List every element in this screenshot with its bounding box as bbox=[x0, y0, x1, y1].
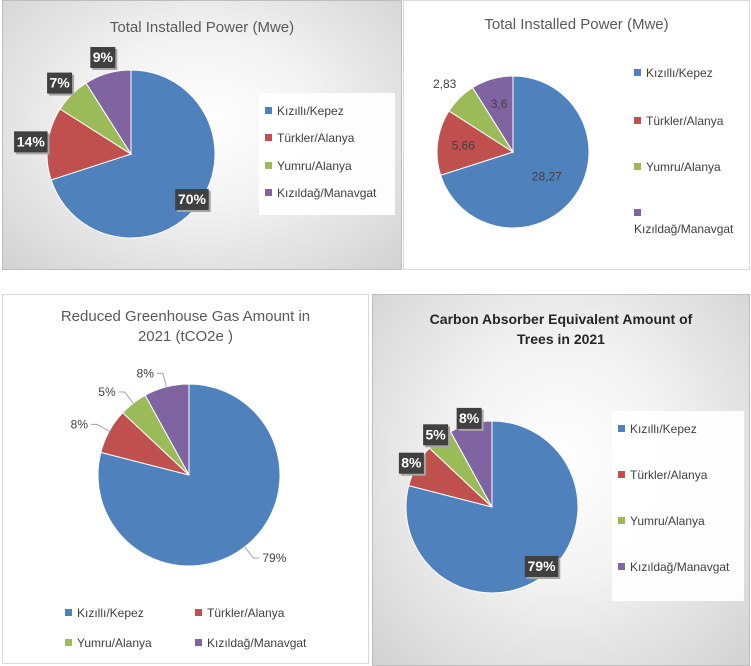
chart-legend: Kızıllı/Kepez Türkler/Alanya Yumru/Alany… bbox=[612, 411, 744, 601]
pie-slice-turkler-alanya bbox=[436, 110, 515, 176]
legend-swatch bbox=[634, 163, 641, 171]
data-label: 7% bbox=[47, 72, 75, 96]
legend-item-yumru-alanya: Yumru/Alanya bbox=[618, 513, 705, 529]
legend-item-kizildag-manavgat: Kızıldağ/Manavgat bbox=[634, 205, 742, 237]
legend-label: Kızıldağ/Manavgat bbox=[630, 560, 730, 574]
leader-line bbox=[118, 391, 134, 404]
data-label: 8% bbox=[456, 407, 484, 431]
leader-line bbox=[156, 372, 167, 387]
svg-text:79%: 79% bbox=[528, 558, 557, 574]
legend-label: Kızıllı/Kepez bbox=[277, 104, 344, 118]
legend-label: Türkler/Alanya bbox=[277, 131, 355, 145]
legend-item-kizildag-manavgat: Kızıldağ/Manavgat bbox=[265, 185, 376, 201]
legend-swatch bbox=[265, 162, 272, 170]
pie-slice-kizilli-kepez bbox=[440, 75, 590, 229]
leader-line bbox=[244, 546, 260, 559]
data-label: 9% bbox=[90, 47, 118, 71]
pie-chart: 79% 8% 5% 8% bbox=[71, 366, 287, 567]
legend-item-kizilli-kepez: Kızıllı/Kepez bbox=[265, 103, 344, 119]
legend-swatch bbox=[265, 107, 272, 115]
data-label: 14% bbox=[14, 131, 50, 155]
legend-label: Yumru/Alanya bbox=[646, 160, 721, 174]
legend-item-kizilli-kepez: Kızıllı/Kepez bbox=[618, 421, 697, 437]
legend-label: Kızıllı/Kepez bbox=[77, 606, 144, 620]
data-label: 79% bbox=[524, 555, 561, 579]
chart-title: Total Installed Power (Mwe) bbox=[484, 16, 669, 33]
pie-slice-kizildag-manavgat bbox=[471, 75, 514, 154]
legend-item-kizilli-kepez: Kızıllı/Kepez bbox=[634, 65, 713, 81]
data-label: 2,83 bbox=[433, 77, 457, 91]
legend-item-kizildag-manavgat: Kızıldağ/Manavgat bbox=[195, 635, 306, 651]
legend-label: Yumru/Alanya bbox=[277, 159, 352, 173]
data-label: 5% bbox=[423, 424, 451, 448]
chart-panel-reduced-ghg: Reduced Greenhouse Gas Amount in 2021 (t… bbox=[2, 294, 369, 664]
legend-swatch bbox=[634, 69, 641, 77]
data-label: 70% bbox=[175, 189, 211, 213]
svg-text:70%: 70% bbox=[178, 191, 207, 207]
legend-item-kizilli-kepez: Kızıllı/Kepez bbox=[65, 605, 144, 621]
legend-label: Kızıldağ/Manavgat bbox=[277, 186, 377, 200]
legend-label: Yumru/Alanya bbox=[77, 636, 152, 650]
legend-swatch bbox=[634, 117, 641, 125]
legend-label: Kızıllı/Kepez bbox=[646, 66, 713, 80]
chart-title: Carbon Absorber Equivalent Amount of Tre… bbox=[429, 311, 693, 347]
legend-swatch bbox=[65, 609, 72, 617]
svg-text:9%: 9% bbox=[93, 49, 114, 65]
legend-label: Türkler/Alanya bbox=[646, 114, 724, 128]
legend-label: Türkler/Alanya bbox=[207, 606, 285, 620]
legend-swatch bbox=[65, 639, 72, 647]
legend-item-turkler-alanya: Türkler/Alanya bbox=[634, 113, 723, 129]
legend-label: Kızıldağ/Manavgat bbox=[634, 222, 734, 236]
legend-swatch bbox=[195, 639, 202, 647]
svg-text:7%: 7% bbox=[49, 75, 70, 91]
legend-swatch bbox=[634, 209, 641, 217]
legend-item-turkler-alanya: Türkler/Alanya bbox=[265, 130, 354, 146]
legend-item-turkler-alanya: Türkler/Alanya bbox=[618, 467, 707, 483]
chart-title: Total Installed Power (Mwe) bbox=[109, 19, 295, 36]
legend-swatch bbox=[265, 189, 272, 197]
legend-item-yumru-alanya: Yumru/Alanya bbox=[634, 159, 721, 175]
data-label: 5% bbox=[98, 385, 116, 399]
legend-swatch bbox=[618, 425, 625, 433]
data-label: 8% bbox=[137, 366, 155, 380]
legend-label: Yumru/Alanya bbox=[630, 514, 705, 528]
chart-legend: Kızıllı/Kepez Türkler/Alanya Yumru/Alany… bbox=[3, 601, 368, 657]
pie-chart: 70% 14% 7% 9% bbox=[14, 47, 216, 239]
svg-text:8%: 8% bbox=[401, 455, 422, 471]
leader-line bbox=[90, 423, 110, 432]
legend-swatch bbox=[265, 134, 272, 142]
chart-panel-installed-power-values: Total Installed Power (Mwe) 28,27 5,66 2,8… bbox=[403, 0, 750, 270]
legend-label: Kızıldağ/Manavgat bbox=[207, 636, 307, 650]
legend-label: Türkler/Alanya bbox=[630, 468, 708, 482]
data-label: 3,6 bbox=[491, 97, 508, 111]
svg-text:5%: 5% bbox=[425, 426, 446, 442]
data-label: 8% bbox=[71, 417, 89, 431]
svg-text:8%: 8% bbox=[459, 410, 480, 426]
chart-panel-installed-power-percent: Total Installed Power (Mwe) 70% 14% 7% 9% K… bbox=[2, 0, 402, 270]
legend-item-yumru-alanya: Yumru/Alanya bbox=[65, 635, 152, 651]
chart-panel-carbon-trees: Carbon Absorber Equivalent Amount of Tre… bbox=[372, 294, 750, 666]
legend-item-turkler-alanya: Türkler/Alanya bbox=[195, 605, 284, 621]
chart-legend: Kızıllı/Kepez Türkler/Alanya Yumru/Alany… bbox=[630, 61, 749, 251]
pie-slice-kizildag-manavgat bbox=[85, 69, 132, 156]
legend-label: Kızıllı/Kepez bbox=[630, 422, 697, 436]
svg-text:14%: 14% bbox=[17, 133, 46, 149]
chart-title: Reduced Greenhouse Gas Amount in 2021 (t… bbox=[60, 308, 311, 345]
legend-item-yumru-alanya: Yumru/Alanya bbox=[265, 158, 352, 174]
data-label: 28,27 bbox=[532, 170, 562, 184]
data-label: 79% bbox=[262, 551, 286, 565]
legend-swatch bbox=[618, 563, 625, 571]
legend-swatch bbox=[618, 471, 625, 479]
pie-chart: 28,27 5,66 2,83 3,6 bbox=[433, 75, 590, 229]
data-label: 8% bbox=[398, 452, 426, 476]
legend-swatch bbox=[618, 517, 625, 525]
legend-item-kizildag-manavgat: Kızıldağ/Manavgat bbox=[618, 559, 740, 575]
data-label: 5,66 bbox=[452, 139, 476, 153]
legend-swatch bbox=[195, 609, 202, 617]
pie-chart: 79%8%5%8% bbox=[398, 407, 579, 594]
chart-legend: Kızıllı/Kepez Türkler/Alanya Yumru/Alany… bbox=[259, 93, 395, 215]
